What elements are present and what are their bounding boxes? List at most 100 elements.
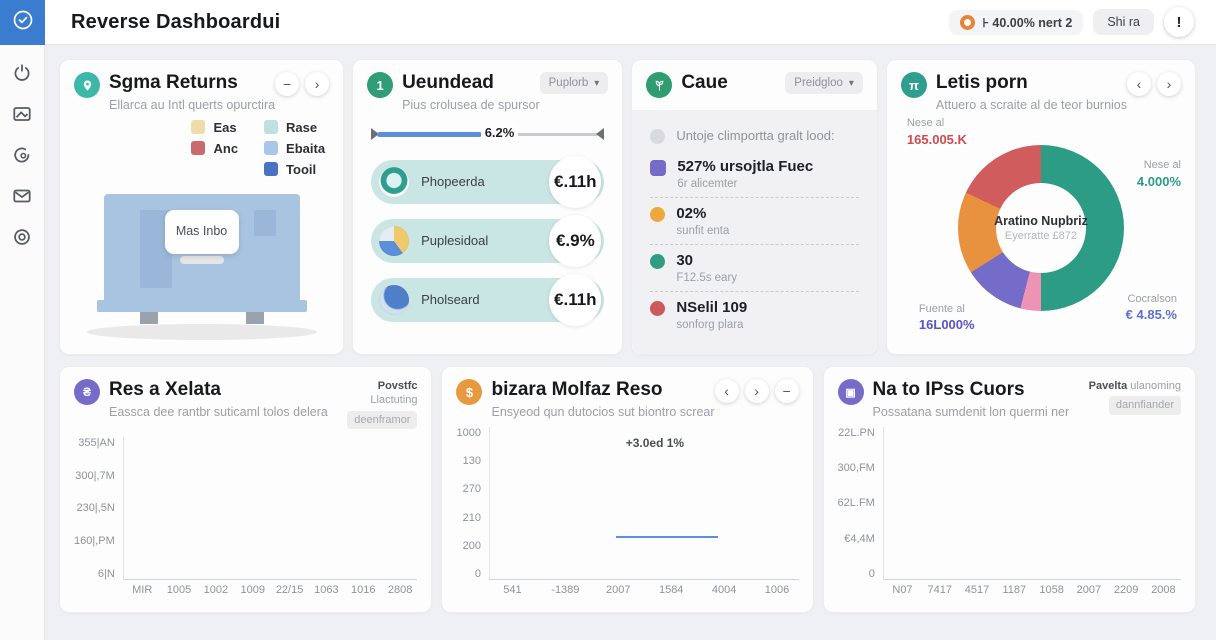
stat-list-row[interactable]: NSelil 109 sonforg plara: [650, 291, 859, 338]
plot-area: +3.0ed 1% 541 -1389 2007 1584 4004 1006: [488, 426, 799, 600]
alert-button[interactable]: !: [1164, 7, 1194, 37]
x-tick-label: 2007: [1076, 584, 1102, 596]
period-dropdown[interactable]: Puplorb ▾: [539, 72, 609, 94]
prev-button[interactable]: ‹: [1127, 72, 1151, 96]
range-slider[interactable]: 6.2%: [371, 124, 605, 143]
legend-item: Eas: [191, 120, 238, 135]
teal-ring-icon: [379, 166, 410, 197]
card-bizara-molfaz-reso: $ bizara Molfaz Reso Ensyeod qun dutocio…: [441, 366, 814, 613]
chevron-down-icon: ▾: [848, 77, 854, 89]
prev-button[interactable]: ‹: [714, 379, 739, 403]
y-tick-label: 160|,PM: [74, 535, 115, 548]
dollar-badge-icon: $: [456, 379, 483, 405]
y-tick-label: 130: [462, 455, 481, 468]
x-tick-label: 22/15: [275, 584, 304, 596]
stat-pill-label: Phopeerda: [421, 174, 485, 190]
stat-pill-item[interactable]: Phopeerda €.11h: [371, 155, 605, 208]
tooltip[interactable]: Mas Inbo: [164, 210, 239, 254]
number-badge: 1: [367, 72, 394, 98]
share-button[interactable]: Shi ra: [1093, 9, 1154, 35]
header-stat-pill[interactable]: ⊦ 40.00% nert 2: [949, 9, 1084, 35]
x-tick-label: 1016: [351, 584, 376, 596]
slider-right-cap[interactable]: [596, 127, 605, 140]
y-tick-label: 0: [868, 567, 875, 580]
meta-pill[interactable]: deenframor: [347, 410, 418, 429]
meta-text: ulanoming: [1130, 380, 1182, 392]
chart-legend: Eas Anc Rase Ebaita Tooil: [74, 120, 329, 177]
legend-label: Ebaita: [286, 140, 326, 156]
next-button[interactable]: ›: [1157, 72, 1181, 96]
y-tick-label: 22L.PN: [838, 426, 875, 439]
stat-pill-item[interactable]: Puplesidoal €.9%: [371, 214, 605, 267]
card-na-to-ipss-cuors: ▣ Na to IPss Cuors Possatana sumdenit lo…: [822, 366, 1197, 613]
check-circle-icon: [12, 9, 34, 36]
plot-area: N07 7417 4517 1187 1058 2007 2209 2008: [882, 426, 1182, 600]
status-dot: [650, 207, 666, 222]
y-tick-label: 230|,5N: [76, 502, 115, 515]
tooltip-bar: [179, 256, 224, 264]
x-tick-label: 2209: [1113, 584, 1139, 596]
y-tick-label: 270: [462, 483, 481, 496]
period-dropdown[interactable]: Preidgloo ▾: [785, 72, 863, 94]
legend-item: Tooil: [264, 162, 325, 177]
legend-column: Rase Ebaita Tooil: [264, 120, 325, 177]
bench-panel: [253, 210, 276, 236]
stat-value: 527% ursojtla Fuec: [677, 158, 814, 175]
x-tick-label: -1389: [551, 584, 580, 596]
y-tick-label: 355|AN: [78, 436, 115, 449]
stat-list-row[interactable]: Untoje climportta gralt lood:: [650, 120, 859, 151]
y-tick-label: 200: [462, 539, 481, 552]
stat-list-text: Untoje climportta gralt lood:: [676, 127, 834, 144]
image-icon[interactable]: [10, 102, 34, 126]
y-tick-label: 210: [462, 511, 481, 524]
x-axis: MIR 1005 1002 1009 22/15 1063 1016 2808: [123, 580, 418, 600]
app-logo[interactable]: [0, 0, 45, 45]
stat-list: Untoje climportta gralt lood: 527% ursojt…: [632, 110, 877, 354]
stat-list-row[interactable]: 527% ursojtla Fuec 6r alicemter: [650, 151, 859, 197]
slider-fill: [377, 131, 483, 137]
x-tick-label: 4004: [711, 584, 737, 596]
next-button[interactable]: ›: [305, 72, 330, 96]
stat-list-row[interactable]: 02% sunfit enta: [650, 197, 859, 244]
currency-badge-icon: ₴: [74, 379, 100, 405]
legend-item: Anc: [191, 141, 238, 156]
collapse-button[interactable]: −: [275, 72, 300, 96]
next-button[interactable]: ›: [744, 379, 769, 403]
mail-icon[interactable]: [10, 184, 34, 208]
x-tick-label: 1006: [764, 584, 790, 596]
card-title: Sgma Returns: [109, 72, 238, 93]
stat-list-row[interactable]: 30 F12.5s eary: [650, 244, 859, 291]
status-dot: [650, 129, 666, 144]
x-tick-label: 4517: [964, 584, 990, 596]
target-icon[interactable]: [10, 225, 34, 249]
dashboard-grid: Sgma Returns Ellarca au Intl querts opur…: [45, 45, 1216, 640]
stat-value: 30: [676, 252, 693, 269]
meta-bold: Povstfc: [377, 380, 418, 392]
location-badge-icon: [74, 72, 100, 98]
legend-swatch: [264, 162, 279, 177]
stat-pill-label: Puplesidoal: [421, 233, 489, 249]
top-bar: Reverse Dashboardui ⊦ 40.00% nert 2 Shi …: [45, 0, 1216, 45]
callout-value: 4.000%: [1136, 173, 1181, 189]
x-tick-label: 1187: [1002, 584, 1027, 596]
plot-area: MIR 1005 1002 1009 22/15 1063 1016 2808: [122, 436, 418, 600]
donut-center-title: Aratino Nupbriz: [994, 213, 1088, 228]
power-icon[interactable]: [10, 61, 34, 85]
x-axis: N07 7417 4517 1187 1058 2007 2209 2008: [883, 580, 1181, 600]
stat-list-text: 02% sunfit enta: [676, 205, 729, 237]
pie-chart-icon[interactable]: [10, 143, 34, 167]
slider-left-cap[interactable]: [371, 127, 380, 140]
donut-mini-icon: [960, 14, 976, 30]
x-tick-label: 2007: [606, 584, 631, 596]
x-tick-label: 1058: [1039, 584, 1064, 596]
card-subtitle: Ensyeod qun dutocios sut biontro screar: [491, 404, 715, 419]
stat-pill-item[interactable]: Pholseard €.11h: [371, 273, 605, 326]
donut-center-label: Aratino Nupbriz Eyerratte £872: [986, 214, 1096, 242]
meta-pill[interactable]: dannfiander: [1108, 396, 1182, 415]
legend-label: Tooil: [286, 161, 317, 177]
callout-name: Cocralson: [1127, 292, 1177, 305]
card-subtitle: Possatana sumdenit lon quermi ner: [872, 404, 1070, 419]
stat-pill-label: Pholseard: [421, 292, 480, 308]
collapse-button[interactable]: −: [774, 379, 799, 403]
dropdown-value: Puplorb: [548, 77, 589, 89]
